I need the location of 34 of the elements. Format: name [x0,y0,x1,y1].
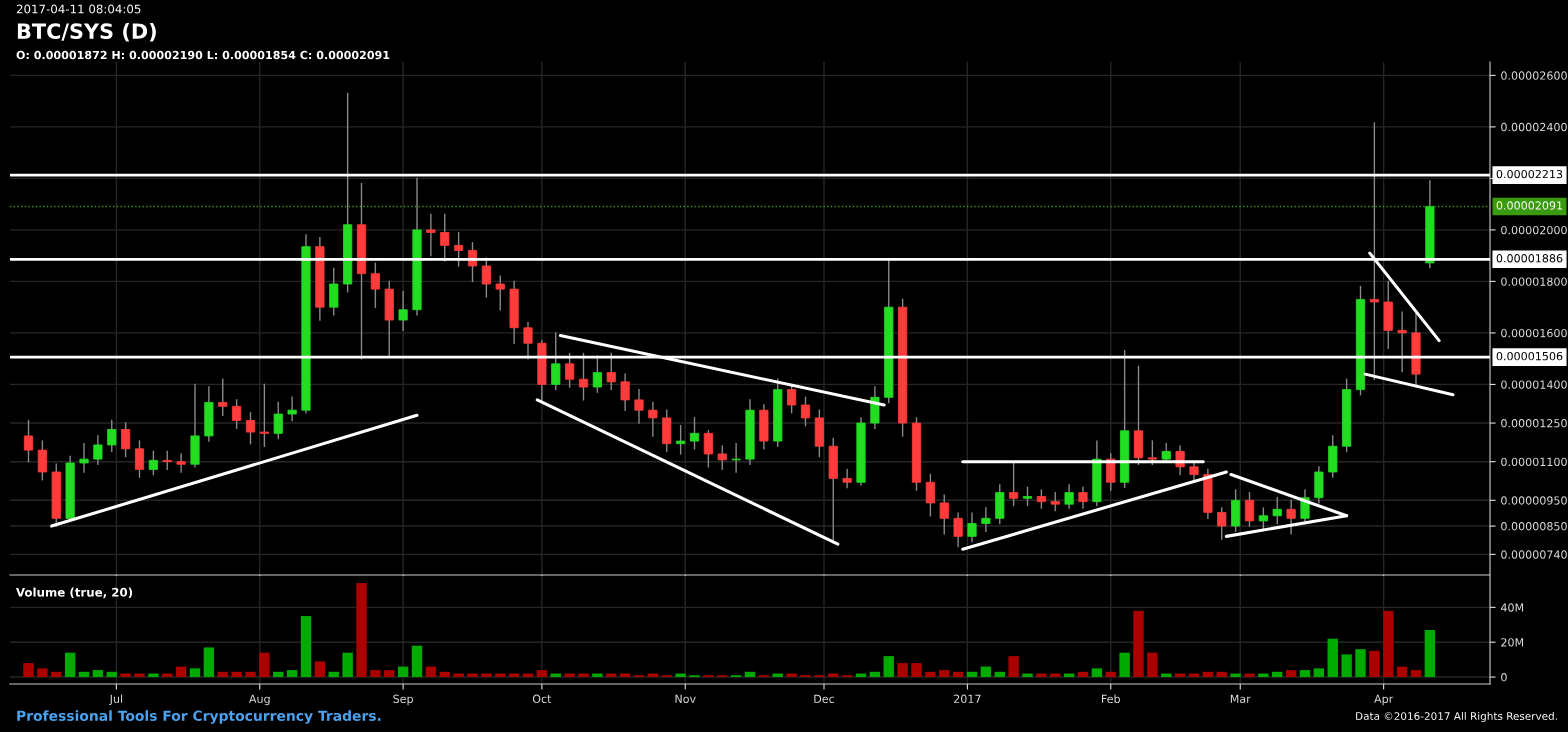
chart-subtitle: 2017-04-11 08:04:05 [16,4,141,14]
ref-line-label: 0.00001506 [1496,351,1563,361]
x-tick-label: Mar [1230,694,1251,704]
y-tick-label: 40M [1500,603,1524,612]
ref-line-label: 0.00002213 [1496,169,1563,179]
x-tick-label: Nov [675,694,696,704]
chart-title: BTC/SYS (D) [17,22,156,42]
text: Professional Tools For Cryptocurrency Traders. [17,710,381,724]
x-tick-label: Sep [393,694,413,706]
ref-line-label: 0.00001886 [1496,254,1563,263]
y-tick-label: 0.00001600 [1501,328,1567,338]
text: O: 0.00001872 H: 0.00002190 L: 0.00001854 C: 0.00002091 [16,50,390,60]
text: Volume (true, 20) [15,587,133,599]
y-tick-label: 0.00000950 [1501,496,1567,505]
x-tick-label: Apr [1374,694,1394,706]
y-tick-label: 20M [1501,638,1524,647]
y-tick-label: 0.00000740 [1501,550,1567,559]
y-tick-label: 0.00000850 [1501,522,1567,531]
y-tick-label: 0.00001800 [1501,277,1567,286]
y-tick-label: 0.00001250 [1501,419,1567,428]
y-tick-label: 0.00001400 [1501,380,1567,389]
x-tick-label: Aug [248,694,270,706]
y-tick-label: 0.00002400 [1501,122,1567,132]
x-tick-label: Feb [1102,694,1120,704]
y-tick-label: 0 [1501,673,1507,682]
x-tick-label: Oct [532,694,552,704]
y-tick-label: 0.00002000 [1501,225,1567,235]
text: Data ©2016-2017 All Rights Reserved. [1356,711,1557,723]
x-tick-label: Dec [814,694,835,704]
x-tick-label: 2017 [954,694,981,704]
x-tick-label: Jul [109,694,123,706]
ref-line-label: 0.00002091 [1496,201,1563,210]
y-tick-label: 0.00002600 [1501,71,1567,80]
y-tick-label: 0.00001100 [1501,457,1567,467]
